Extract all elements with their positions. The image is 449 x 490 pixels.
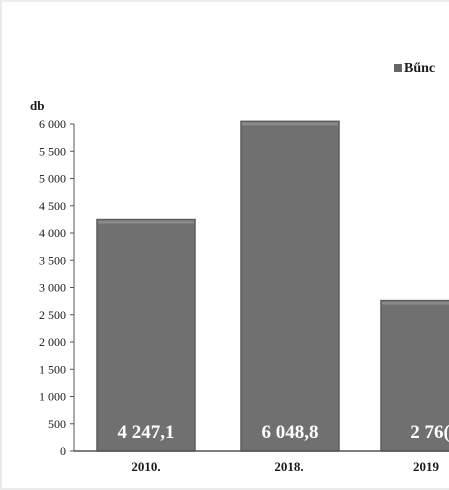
y-tick-label: 0 (60, 444, 66, 458)
bar (96, 218, 196, 452)
y-axis-label: db (30, 98, 44, 113)
y-tick-label: 2 500 (39, 308, 66, 322)
bar-top-highlight (242, 122, 338, 126)
bar (240, 120, 340, 452)
y-tick-label: 6 000 (39, 117, 66, 131)
y-tick-label: 4 000 (39, 226, 66, 240)
y-tick-label: 3 500 (39, 253, 66, 267)
y-tick-label: 4 500 (39, 199, 66, 213)
data-label: 6 048,8 (262, 422, 319, 443)
y-tick-label: 5 000 (39, 172, 66, 186)
y-tick-label: 500 (48, 417, 66, 431)
legend-swatch (394, 64, 402, 72)
legend-label: Bűnc (404, 61, 435, 76)
y-tick-label: 5 500 (39, 144, 66, 158)
x-tick-label: 2019 (413, 459, 440, 474)
y-tick-label: 3 000 (39, 281, 66, 295)
x-tick-label: 2018. (274, 459, 303, 474)
data-label: 4 247,1 (118, 422, 175, 443)
bar-top-highlight (98, 220, 194, 224)
data-label: 2 76( (410, 422, 449, 443)
y-tick-label: 2 000 (39, 335, 66, 349)
y-tick-label: 1 500 (39, 362, 66, 376)
bar-top-highlight (382, 301, 449, 305)
y-tick-label: 1 000 (39, 390, 66, 404)
x-tick-label: 2010. (131, 459, 160, 474)
